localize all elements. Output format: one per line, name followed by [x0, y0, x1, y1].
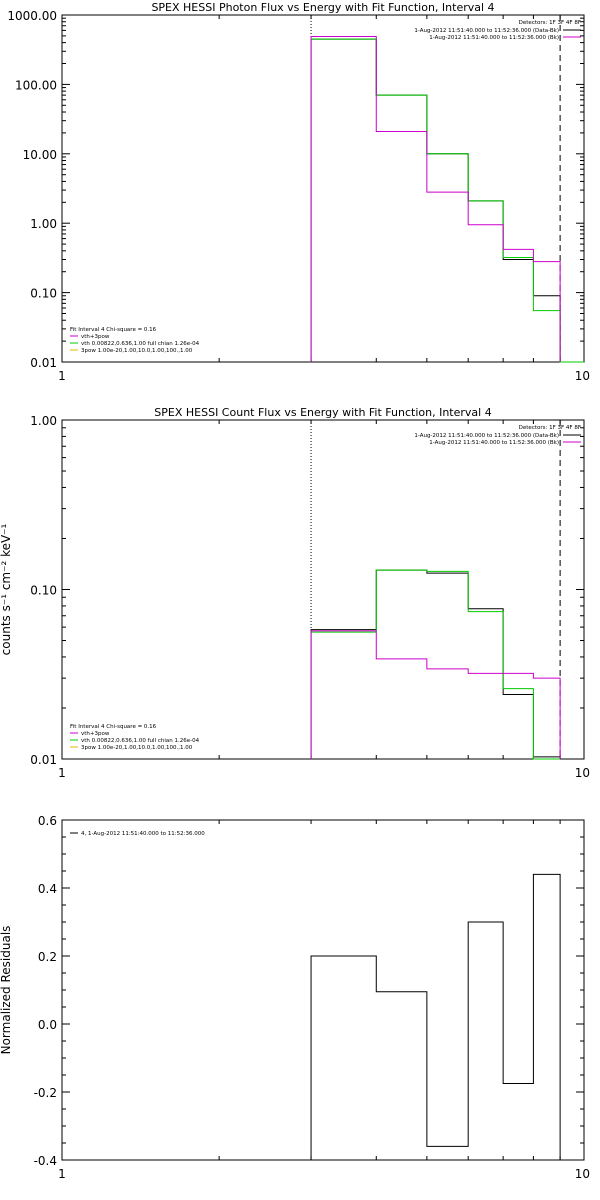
series-2-histogram	[310, 569, 561, 760]
legend-left-item: vth+3pow	[81, 731, 110, 737]
chart-title: SPEX HESSI Count Flux vs Energy with Fit…	[154, 406, 491, 419]
chart-panel-1: SPEX HESSI Photon Flux vs Energy with Fi…	[7, 1, 590, 383]
x-tick-label: 1	[58, 1167, 66, 1181]
y-tick-label: 0.4	[38, 882, 57, 896]
y-axis-label: Normalized Residuals	[0, 926, 13, 1055]
legend-left-item: vth 0.00822,0.636,1.00 full chian 1.26e-…	[81, 341, 200, 347]
legend-right-item: 1-Aug-2012 11:51:40.000 to 11:52:36.000 …	[429, 440, 559, 446]
y-tick-label: -0.4	[34, 1154, 57, 1168]
y-tick-label: 1.00	[30, 217, 57, 231]
series-1-histogram	[310, 569, 561, 759]
legend-left-item: vth 0.00822,0.636,1.00 full chian 1.26e-…	[81, 738, 200, 744]
y-tick-label: 100.00	[15, 78, 57, 92]
legend-right-header: Detectors: 1F 3F 4F 8F	[519, 20, 581, 26]
legend-right-item: 1-Aug-2012 11:51:40.000 to 11:52:36.000 …	[414, 433, 559, 439]
y-axis-label: counts s⁻¹ cm⁻² keV⁻¹	[0, 523, 13, 655]
x-tick-label: 1	[58, 369, 66, 383]
x-tick-label: 10	[575, 369, 590, 383]
legend-left-header: Fit Interval 4 Chi-square = 0.16	[70, 724, 157, 730]
y-tick-label: 1000.00	[7, 9, 57, 23]
series-1-histogram	[310, 873, 561, 1160]
series-3-histogram	[310, 630, 561, 759]
y-tick-label: 0.10	[30, 584, 57, 598]
y-tick-label: 1.00	[30, 414, 57, 428]
series-2-histogram	[310, 38, 584, 363]
legend-right-item: 1-Aug-2012 11:51:40.000 to 11:52:36.000 …	[414, 28, 559, 34]
y-tick-label: 0.6	[38, 814, 57, 828]
legend-left-header: Fit Interval 4 Chi-square = 0.16	[70, 327, 157, 333]
legend-right-item: 1-Aug-2012 11:51:40.000 to 11:52:36.000 …	[429, 35, 559, 41]
y-tick-label: 0.01	[30, 753, 57, 767]
legend-left-item: 4, 1-Aug-2012 11:51:40.000 to 11:52:36.0…	[81, 831, 205, 837]
chart-panel-3: Normalized Residuals 1 10 -0.4 -0.2 0.0 0.2 0.4…	[0, 814, 590, 1181]
y-tick-label: 0.10	[30, 287, 57, 301]
y-tick-label: 10.00	[23, 148, 57, 162]
series-3-histogram	[310, 36, 561, 362]
chart-title: SPEX HESSI Photon Flux vs Energy with Fi…	[151, 1, 494, 14]
legend-right-header: Detectors: 1F 3F 4F 8F	[519, 425, 581, 431]
x-tick-label: 10	[575, 766, 590, 780]
plot-frame	[61, 14, 585, 363]
plot-frame	[61, 419, 585, 760]
plot-frame	[61, 819, 585, 1161]
y-tick-label: 0.0	[38, 1018, 57, 1032]
chart-panel-2: SPEX HESSI Count Flux vs Energy with Fit…	[0, 406, 590, 780]
y-tick-label: 0.01	[30, 356, 57, 370]
legend-left-item: 3pow 1.00e-20,1.00,10.0,1.00,100.,1.00	[81, 348, 193, 354]
y-tick-label: -0.2	[34, 1086, 57, 1100]
legend-left-item: 3pow 1.00e-20,1.00,10.0,1.00,100.,1.00	[81, 745, 193, 751]
x-tick-label: 10	[575, 1167, 590, 1181]
series-1-histogram	[310, 38, 584, 363]
x-tick-label: 1	[58, 766, 66, 780]
legend-left-item: vth+3pow	[81, 334, 110, 340]
y-tick-label: 0.2	[38, 950, 57, 964]
